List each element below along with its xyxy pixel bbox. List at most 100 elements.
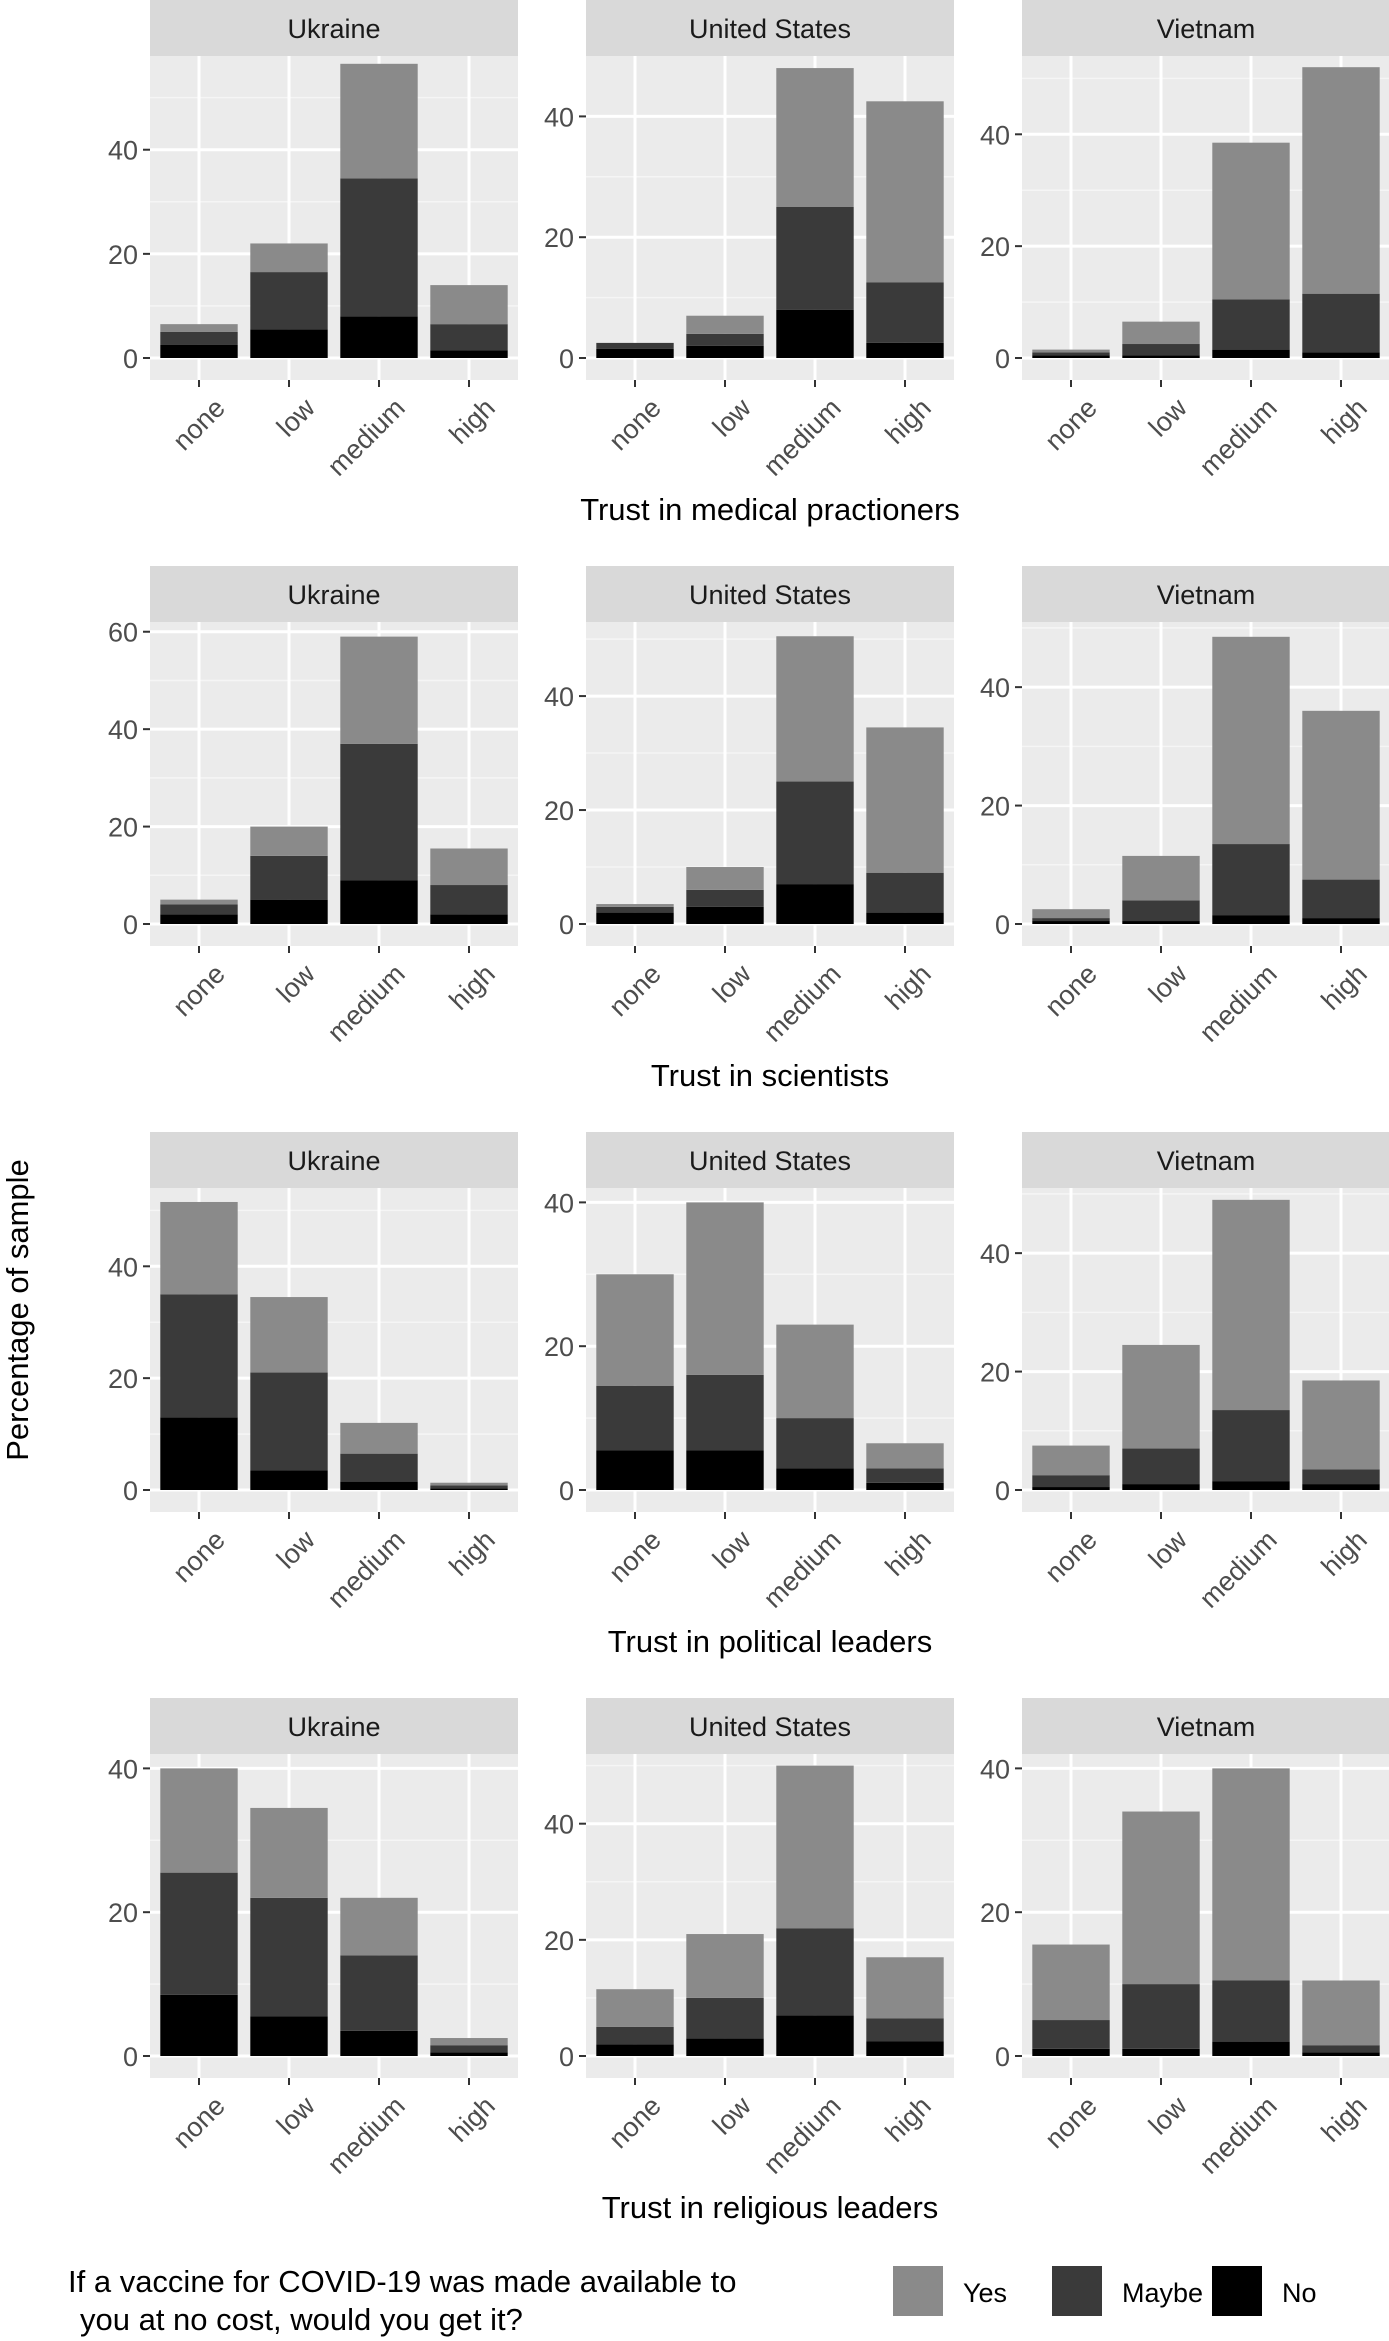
x-tick-label: high (1316, 959, 1373, 1016)
facet-strip (586, 1132, 954, 1188)
facet-strip (586, 566, 954, 622)
y-tick-label: 40 (108, 1252, 138, 1282)
facet-vietnam: Vietnam 0 20 40 none low medium high (980, 566, 1389, 1048)
legend-items: Yes Maybe No (893, 2266, 1317, 2316)
bar-segment-no-none (160, 1994, 238, 2056)
bar-segment-maybe-low (1122, 1448, 1200, 1485)
bar-segment-maybe-high (430, 324, 508, 351)
legend-key-no (1212, 2266, 1262, 2316)
y-tick-label: 40 (544, 1188, 574, 1218)
bar-segment-no-none (596, 1450, 674, 1490)
facet-strip (586, 0, 954, 56)
legend-title-line-1: If a vaccine for COVID-19 was made avail… (68, 2264, 737, 2299)
x-tick-label: none (603, 393, 667, 457)
bar-segment-no-high (866, 2041, 944, 2056)
bar-segment-yes-none (1032, 1944, 1110, 2021)
y-tick-label: 0 (123, 910, 138, 940)
bar-segment-yes-high (430, 285, 508, 325)
x-tick-label: low (271, 392, 321, 442)
y-tick-label: 0 (123, 1476, 138, 1506)
bar-segment-maybe-low (686, 1374, 764, 1451)
facet-strip-label: Vietnam (1157, 14, 1256, 44)
bar-segment-no-high (430, 914, 508, 924)
x-tick-label: low (1143, 392, 1193, 442)
bar-segment-maybe-medium (340, 1453, 418, 1482)
y-tick-label: 0 (123, 2042, 138, 2072)
legend-label-yes: Yes (963, 2278, 1007, 2308)
facet-strip-label: Vietnam (1157, 1146, 1256, 1176)
bar-segment-no-high (430, 2052, 508, 2056)
bar-segment-yes-low (250, 243, 328, 273)
bar-segment-yes-high (866, 1443, 944, 1469)
facet-strip-label: Vietnam (1157, 1712, 1256, 1742)
bar-segment-no-low (250, 899, 328, 924)
bar-segment-maybe-high (430, 2045, 508, 2053)
bar-segment-yes-low (250, 1807, 328, 1898)
bar-segment-yes-high (430, 1482, 508, 1486)
y-tick-label: 40 (544, 1810, 574, 1840)
facet-united-states: United States 0 20 40 none low medium high (544, 1698, 954, 2180)
bar-segment-maybe-high (866, 1468, 944, 1483)
bar-segment-maybe-none (596, 906, 674, 913)
facet-vietnam: Vietnam 0 20 40 none low medium high (980, 0, 1389, 482)
bar-segment-yes-none (160, 1201, 238, 1295)
bar-segment-no-low (686, 2038, 764, 2056)
bar-segment-maybe-medium (340, 178, 418, 317)
facet-ukraine: Ukraine 0 20 40 none low medium high (108, 0, 518, 482)
x-tick-label: none (1039, 1525, 1103, 1589)
y-tick-label: 40 (980, 1239, 1010, 1269)
bar-segment-yes-medium (1212, 636, 1290, 845)
facet-strip-label: United States (689, 14, 851, 44)
x-tick-label: none (167, 393, 231, 457)
x-tick-label: none (1039, 959, 1103, 1023)
bar-segment-maybe-none (596, 1385, 674, 1451)
y-tick-label: 0 (559, 1476, 574, 1506)
facet-vietnam: Vietnam 0 20 40 none low medium high (980, 1132, 1389, 1614)
y-tick-label: 20 (980, 1898, 1010, 1928)
bar-segment-yes-low (1122, 855, 1200, 901)
bar-segment-no-medium (1212, 2041, 1290, 2056)
bar-segment-yes-low (1122, 321, 1200, 345)
bar-segment-no-none (596, 912, 674, 924)
bar-segment-yes-medium (776, 1765, 854, 1929)
bar-segment-no-medium (340, 880, 418, 924)
bar-segment-maybe-high (430, 1485, 508, 1489)
x-tick-label: high (444, 1525, 501, 1582)
x-tick-label: low (1143, 1524, 1193, 1574)
x-tick-label: high (444, 393, 501, 450)
y-tick-label: 40 (544, 682, 574, 712)
bar-segment-maybe-medium (340, 743, 418, 881)
x-tick-label: medium (758, 959, 847, 1048)
x-tick-label: none (1039, 2091, 1103, 2155)
bar-segment-yes-high (1302, 67, 1380, 294)
bar-segment-maybe-low (1122, 344, 1200, 356)
bar-segment-no-none (1032, 2048, 1110, 2056)
y-tick-label: 40 (108, 715, 138, 745)
y-tick-label: 20 (544, 1926, 574, 1956)
x-tick-label: low (1143, 2090, 1193, 2140)
x-axis-label: Trust in medical practioners (580, 492, 960, 527)
facet-strip-label: United States (689, 1146, 851, 1176)
bar-segment-no-medium (340, 2030, 418, 2056)
facet-united-states: United States 0 20 40 none low medium high (544, 566, 954, 1048)
bar-segment-yes-none (596, 1274, 674, 1386)
bar-segment-no-medium (340, 1481, 418, 1490)
bar-segment-yes-low (686, 867, 764, 890)
bar-segment-maybe-high (866, 872, 944, 913)
bar-segment-yes-low (1122, 1344, 1200, 1449)
x-tick-label: none (603, 959, 667, 1023)
bar-segment-maybe-none (1032, 918, 1110, 922)
x-tick-label: none (167, 2091, 231, 2155)
bar-segment-no-medium (1212, 349, 1290, 358)
bar-segment-yes-none (160, 1768, 238, 1873)
bar-segment-no-high (430, 1488, 508, 1490)
bar-segment-no-low (686, 1450, 764, 1490)
bar-segment-yes-high (866, 727, 944, 873)
x-tick-label: none (1039, 393, 1103, 457)
bar-segment-maybe-low (686, 1997, 764, 2039)
facet-ukraine: Ukraine 0 20 40 60 none low medium high (108, 566, 518, 1048)
x-axis-label: Trust in religious leaders (602, 2190, 939, 2225)
bar-segment-yes-low (686, 1202, 764, 1375)
